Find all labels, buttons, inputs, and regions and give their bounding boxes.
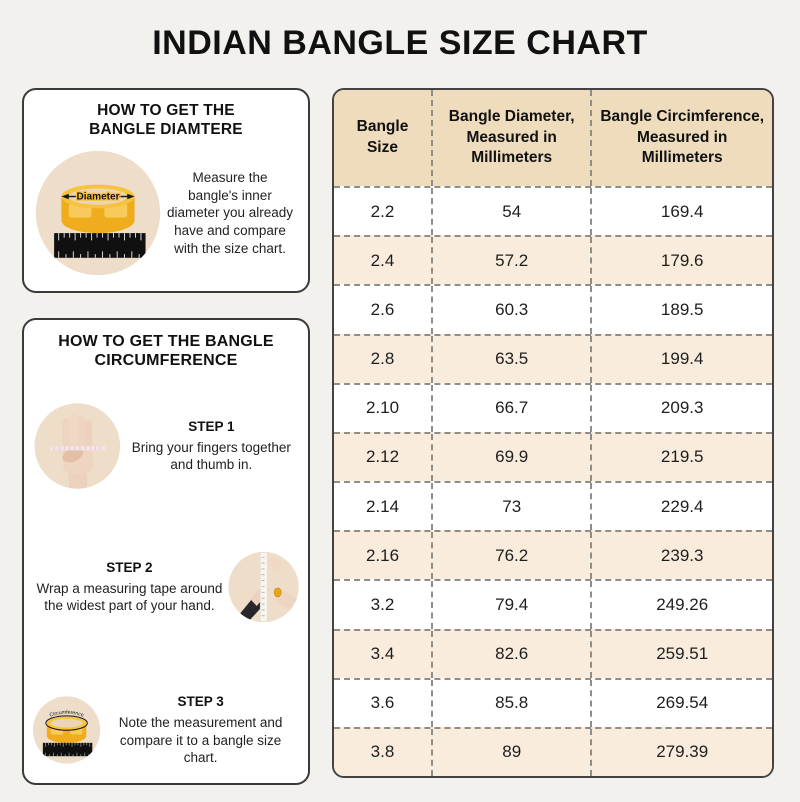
diameter-instructions-box: HOW TO GET THE BANGLE DIAMTERE Diameter …	[22, 88, 310, 293]
circumference-label: Circumference	[49, 710, 85, 719]
step-1-label: STEP 1	[188, 418, 235, 434]
diameter-cell: 60.3	[433, 286, 593, 334]
table-row: 2.8 63.5 199.4	[334, 333, 772, 383]
circumference-cell: 179.6	[660, 250, 704, 270]
table-row: 2.6 60.3 189.5	[334, 284, 772, 334]
step-1-row: STEP 1 Bring your fingers together and t…	[24, 376, 308, 516]
step-2-description: Wrap a measuring tape around the widest …	[36, 580, 223, 614]
svg-text:Circumference: Circumference	[49, 710, 85, 719]
size-cell: 3.8	[334, 728, 433, 776]
diameter-cell: 69.9	[433, 433, 593, 482]
table-row: 2.10 66.7 209.3	[334, 382, 772, 432]
circumference-cell: 199.4	[660, 349, 704, 369]
header-bangle-diameter: Bangle Diameter, Measured in Millimeters	[433, 90, 593, 186]
step-3-description: Note the measurement and compare it to a…	[118, 715, 283, 766]
table-row: 3.4 82.6 259.51	[334, 628, 772, 678]
diameter-description: Measure the bangle's inner diameter you …	[166, 170, 294, 256]
step-3-text: STEP 3 Note the measurement and compare …	[101, 694, 300, 767]
circumference-cell: 219.5	[660, 447, 704, 467]
bangle-diameter-illustration: Diameter	[35, 151, 161, 276]
table-row: 2.12 69.9 219.5	[334, 431, 772, 482]
size-cell: 2.10	[334, 384, 433, 432]
diameter-cell: 54	[433, 188, 593, 236]
step-2-text: STEP 2 Wrap a measuring tape around the …	[32, 560, 227, 615]
size-cell: 2.2	[334, 188, 433, 236]
step-3-row: Circumference STEP 3 Note the measuremen…	[24, 658, 308, 802]
circumference-cell: 269.54	[656, 693, 709, 713]
page-title: INDIAN BANGLE SIZE CHART	[152, 24, 648, 62]
step-3-label: STEP 3	[177, 694, 224, 710]
measuring-tape-hands-illustration	[228, 552, 299, 623]
size-cell: 3.4	[334, 630, 433, 678]
table-row: 2.16 76.2 239.3	[334, 530, 772, 580]
table-row: 2.2 54 169.4	[334, 186, 772, 236]
step-2-row: STEP 2 Wrap a measuring tape around the …	[24, 512, 308, 662]
table-row: 3.2 79.4 249.26	[334, 579, 772, 629]
size-cell: 2.14	[334, 483, 433, 531]
circumference-cell: 189.5	[660, 299, 704, 319]
diameter-cell: 79.4	[433, 581, 593, 629]
size-cell: 2.8	[334, 335, 433, 383]
table-row: 3.8 89 279.39	[334, 726, 772, 776]
table-row: 3.6 85.8 269.54	[334, 677, 772, 727]
diameter-label: Diameter	[77, 192, 120, 203]
size-cell: 3.2	[334, 581, 433, 629]
diameter-cell: 63.5	[433, 335, 593, 383]
step-2-label: STEP 2	[106, 559, 153, 575]
circumference-instructions-box: HOW TO GET THE BANGLE CIRCUMFERENCE STEP…	[22, 318, 310, 785]
diameter-box-heading: HOW TO GET THE BANGLE DIAMTERE	[89, 102, 243, 138]
bangle-size-table: Bangle Size Bangle Diameter, Measured in…	[332, 88, 774, 778]
circumference-cell: 209.3	[660, 398, 704, 418]
step-1-description: Bring your fingers together and thumb in…	[131, 439, 291, 473]
circumference-cell: 249.26	[656, 594, 709, 614]
size-cell: 2.12	[334, 433, 433, 482]
diameter-cell: 85.8	[433, 679, 593, 727]
bangle-circumference-illustration: Circumference	[32, 696, 101, 764]
size-cell: 2.16	[334, 532, 433, 580]
table-row: 2.4 57.2 179.6	[334, 235, 772, 285]
hand-fingers-together-illustration	[34, 403, 121, 490]
header-bangle-size: Bangle Size	[334, 90, 433, 186]
diameter-cell: 76.2	[433, 532, 593, 580]
table-row: 2.14 73 229.4	[334, 481, 772, 531]
diameter-cell: 73	[433, 483, 593, 531]
diameter-cell: 57.2	[433, 237, 593, 285]
circumference-box-heading: HOW TO GET THE BANGLE CIRCUMFERENCE	[58, 333, 274, 370]
circumference-cell: 239.3	[660, 545, 704, 565]
circumference-cell: 169.4	[660, 201, 704, 221]
circumference-cell: 259.51	[656, 644, 709, 664]
circumference-cell: 229.4	[660, 496, 704, 516]
diameter-cell: 66.7	[433, 384, 593, 432]
size-cell: 3.6	[334, 679, 433, 727]
step-1-text: STEP 1 Bring your fingers together and t…	[123, 419, 300, 474]
size-cell: 2.6	[334, 286, 433, 334]
header-bangle-circumference: Bangle Circimference, Measured in Millim…	[600, 107, 765, 167]
size-cell: 2.4	[334, 237, 433, 285]
diameter-cell: 82.6	[433, 630, 593, 678]
diameter-cell: 89	[433, 728, 593, 776]
table-header-row: Bangle Size Bangle Diameter, Measured in…	[334, 90, 772, 186]
circumference-cell: 279.39	[656, 742, 709, 762]
